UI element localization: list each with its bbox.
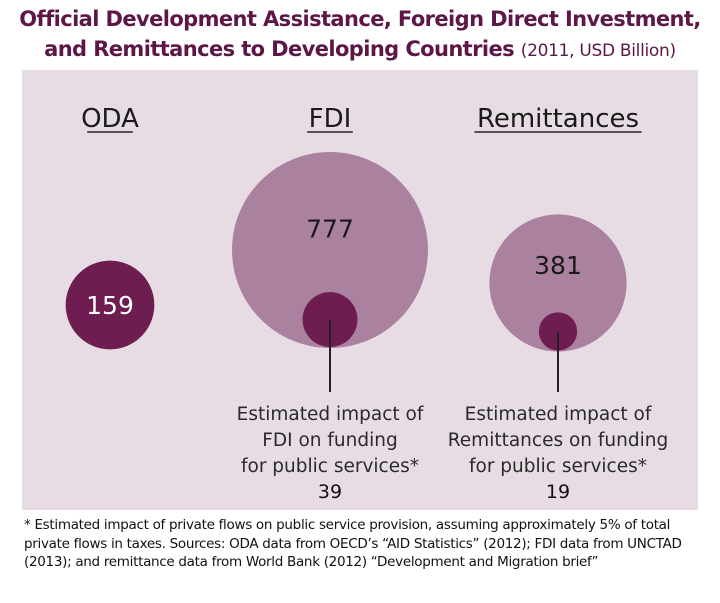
chart-title: Official Development Assistance, Foreign… <box>0 4 720 66</box>
impact-label-line: Estimated impact of <box>465 404 652 425</box>
impact-bubble-fdi <box>302 292 358 347</box>
title-line-2: and Remittances to Developing Countries <box>44 37 515 61</box>
impact-value-remittances: 19 <box>546 481 570 503</box>
bubble-value-remittances: 381 <box>534 251 582 280</box>
impact-label-line: FDI on funding <box>262 430 397 451</box>
bubble-remittances <box>489 214 627 352</box>
impact-label-line: Remittances on funding <box>448 430 668 451</box>
footnote: * Estimated impact of private flows on p… <box>24 517 682 570</box>
impact-label-line: for public services* <box>241 456 419 477</box>
category-label-remittances: Remittances <box>477 104 639 134</box>
impact-value-fdi: 39 <box>318 481 342 503</box>
title-subtitle: (2011, USD Billion) <box>520 41 676 61</box>
category-label-oda: ODA <box>81 104 139 134</box>
impact-label-line: for public services* <box>469 456 647 477</box>
bubble-value-fdi: 777 <box>306 214 354 243</box>
category-label-fdi: FDI <box>309 104 352 134</box>
impact-label-line: Estimated impact of <box>237 404 424 425</box>
bubble-value-oda: 159 <box>86 291 134 320</box>
bubble-fdi <box>232 152 428 348</box>
title-line-1: Official Development Assistance, Foreign… <box>19 7 701 31</box>
bubble-oda <box>65 260 155 350</box>
